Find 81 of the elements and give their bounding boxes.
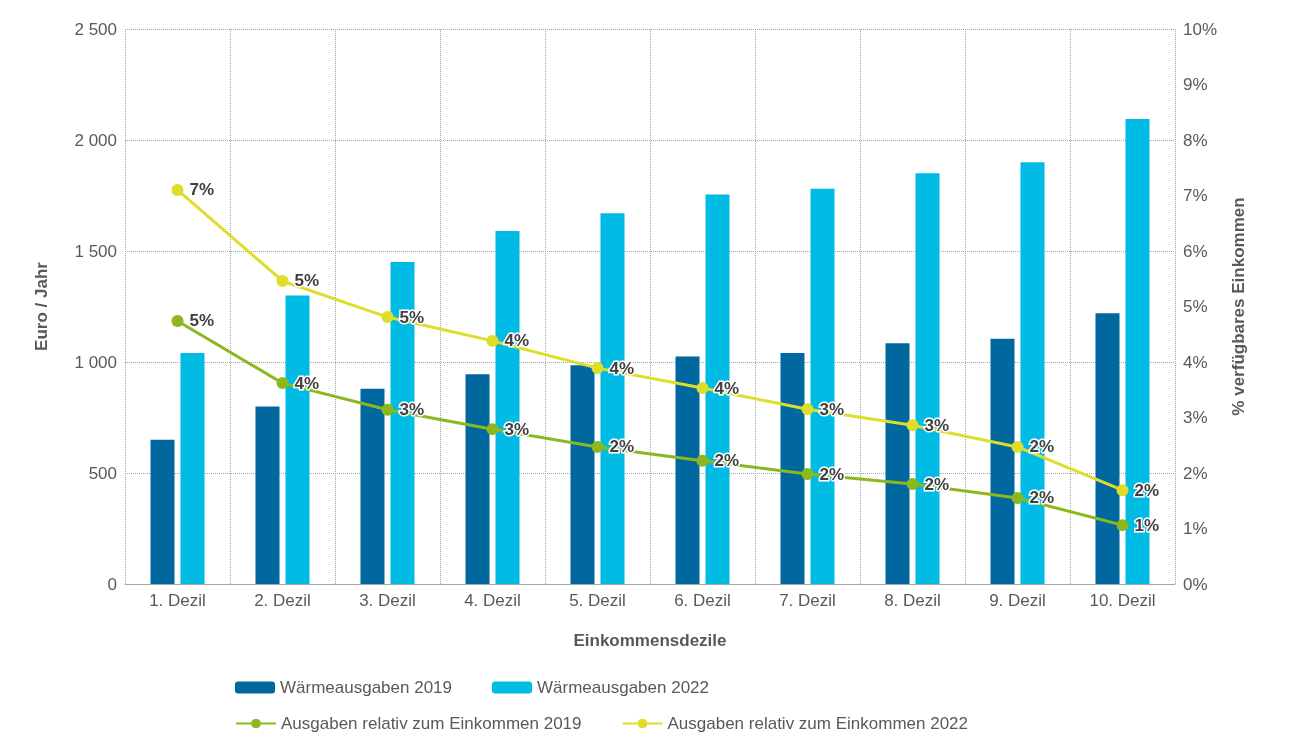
y2-tick-label: 8% bbox=[1183, 130, 1208, 150]
x-tick-label: 3. Dezil bbox=[359, 591, 416, 610]
data-label: 5% bbox=[399, 307, 425, 327]
data-label: 2% bbox=[714, 451, 740, 471]
point bbox=[1011, 491, 1024, 504]
bar bbox=[990, 338, 1015, 584]
x-tick-label: 1. Dezil bbox=[149, 591, 206, 610]
x-tick-label: 8. Dezil bbox=[884, 591, 941, 610]
point bbox=[696, 454, 709, 467]
point bbox=[381, 403, 394, 416]
legend-label: Ausgaben relativ zum Einkommen 2019 bbox=[281, 714, 582, 733]
y2-tick-label: 0% bbox=[1183, 574, 1208, 594]
x-tick-label: 4. Dezil bbox=[464, 591, 521, 610]
x-tick-label: 5. Dezil bbox=[569, 591, 626, 610]
data-label: 3% bbox=[819, 399, 845, 419]
point bbox=[696, 382, 709, 395]
point bbox=[171, 314, 184, 327]
point bbox=[171, 183, 184, 196]
point bbox=[591, 362, 604, 375]
point bbox=[591, 440, 604, 453]
data-label: 2% bbox=[924, 474, 950, 494]
legend-label: Ausgaben relativ zum Einkommen 2022 bbox=[667, 714, 968, 733]
point bbox=[801, 468, 814, 481]
y2-tick-label: 9% bbox=[1183, 75, 1208, 94]
x-tick-label: 10. Dezil bbox=[1089, 591, 1156, 610]
y-tick-label: 2 000 bbox=[74, 130, 117, 150]
y2-tick-label: 3% bbox=[1183, 408, 1208, 427]
point bbox=[1011, 440, 1024, 453]
x-axis-title: Einkommensdezile bbox=[573, 631, 727, 650]
data-label: 3% bbox=[924, 415, 950, 435]
y2-tick-label: 1% bbox=[1183, 519, 1208, 538]
y2-tick-label: 2% bbox=[1183, 463, 1208, 483]
y2-tick-label: 5% bbox=[1183, 297, 1208, 316]
legend-label: Wärmeausgaben 2022 bbox=[537, 678, 710, 697]
data-label: 4% bbox=[609, 358, 635, 378]
y-tick-label: 1 000 bbox=[74, 352, 117, 372]
y2-tick-label: 6% bbox=[1183, 241, 1208, 261]
bar bbox=[465, 374, 490, 584]
x-tick-label: 6. Dezil bbox=[674, 591, 731, 610]
bar bbox=[180, 353, 205, 584]
point bbox=[276, 377, 289, 390]
bar bbox=[675, 356, 700, 584]
data-label: 2% bbox=[609, 437, 635, 457]
x-tick-label: 2. Dezil bbox=[254, 591, 311, 610]
y2-tick-label: 4% bbox=[1183, 352, 1208, 372]
data-label: 4% bbox=[504, 331, 530, 351]
bar bbox=[885, 343, 910, 584]
y-tick-label: 0 bbox=[107, 574, 117, 594]
bar bbox=[360, 388, 385, 584]
data-label: 3% bbox=[504, 419, 530, 439]
point bbox=[486, 334, 499, 347]
y-tick-label: 500 bbox=[88, 463, 117, 483]
y-axis-title: Euro / Jahr bbox=[32, 261, 51, 351]
bar bbox=[570, 365, 595, 584]
y2-tick-label: 7% bbox=[1183, 186, 1208, 205]
point bbox=[1116, 519, 1129, 532]
data-label: 3% bbox=[399, 400, 425, 420]
x-tick-label: 9. Dezil bbox=[989, 591, 1046, 610]
data-label: 5% bbox=[189, 311, 215, 331]
y-tick-label: 1 500 bbox=[74, 241, 117, 261]
y2-tick-label: 10% bbox=[1183, 19, 1218, 39]
data-label: 2% bbox=[819, 464, 845, 484]
point bbox=[276, 274, 289, 287]
bar bbox=[150, 439, 175, 584]
point bbox=[906, 419, 919, 432]
point bbox=[381, 311, 394, 324]
point bbox=[1116, 484, 1129, 497]
point bbox=[486, 423, 499, 436]
data-label: 5% bbox=[294, 271, 320, 291]
y-tick-label: 2 500 bbox=[74, 19, 117, 39]
point bbox=[801, 403, 814, 416]
data-label: 2% bbox=[1029, 488, 1055, 508]
point bbox=[906, 478, 919, 491]
bar bbox=[255, 406, 280, 584]
data-label: 4% bbox=[714, 378, 740, 398]
x-tick-label: 7. Dezil bbox=[779, 591, 836, 610]
bar bbox=[1095, 313, 1120, 584]
y2-axis-title: % verfügbares Einkommen bbox=[1229, 197, 1248, 416]
bar bbox=[780, 353, 805, 584]
legend-label: Wärmeausgaben 2019 bbox=[280, 678, 453, 697]
data-label: 7% bbox=[189, 180, 215, 200]
